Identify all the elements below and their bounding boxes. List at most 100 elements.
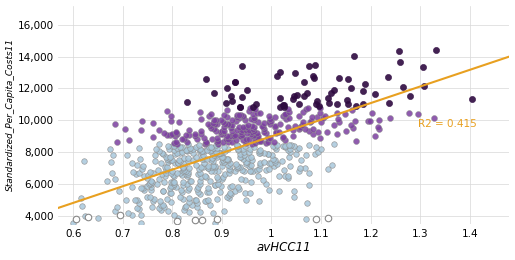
Point <box>272 73 281 77</box>
Point <box>213 217 221 221</box>
Point <box>295 169 303 173</box>
Point <box>192 155 200 159</box>
Point <box>196 182 204 186</box>
Point <box>181 161 189 165</box>
Point <box>301 107 310 111</box>
Point <box>224 137 232 141</box>
Point <box>255 151 263 155</box>
Point <box>148 180 157 185</box>
Point <box>155 177 163 181</box>
Point <box>281 138 289 142</box>
Point <box>276 105 284 109</box>
Point <box>248 124 256 128</box>
Point <box>278 159 286 164</box>
Point <box>236 152 244 157</box>
Point <box>311 62 319 67</box>
Point <box>128 185 136 190</box>
Point <box>161 165 169 170</box>
Point <box>285 164 294 168</box>
Point <box>213 175 221 179</box>
Point <box>177 188 185 192</box>
Point <box>231 133 239 138</box>
Point <box>167 171 176 175</box>
Point <box>201 140 210 144</box>
Point <box>102 179 111 184</box>
Point <box>330 88 338 93</box>
Point <box>284 110 293 114</box>
Point <box>191 198 199 202</box>
Point <box>174 216 182 220</box>
Point <box>218 177 226 181</box>
Point <box>235 187 243 191</box>
Point <box>296 125 304 129</box>
Point <box>295 146 303 150</box>
Point <box>237 130 245 134</box>
Point <box>199 152 207 157</box>
Point <box>333 111 341 115</box>
Point <box>219 160 228 164</box>
Point <box>163 109 171 113</box>
Point <box>163 157 171 161</box>
Point <box>271 160 279 164</box>
Point <box>250 118 258 122</box>
Point <box>202 140 211 145</box>
Point <box>249 112 257 116</box>
Point <box>158 151 166 155</box>
Point <box>197 149 205 153</box>
Point <box>289 195 298 199</box>
Point <box>281 113 289 117</box>
Point <box>260 151 268 155</box>
Point <box>170 182 179 186</box>
Point <box>217 118 225 122</box>
Point <box>147 185 155 189</box>
Point <box>254 174 262 178</box>
Point <box>233 166 241 170</box>
Point <box>174 161 182 165</box>
Point <box>275 174 283 178</box>
Point <box>156 199 164 203</box>
Point <box>166 200 175 205</box>
Point <box>210 153 218 157</box>
Point <box>187 179 195 183</box>
Point <box>183 100 191 104</box>
Point <box>251 107 260 111</box>
Point <box>167 180 175 184</box>
Point <box>123 153 131 158</box>
Point <box>324 216 333 220</box>
Point <box>212 143 220 147</box>
Point <box>288 134 297 138</box>
Point <box>298 123 306 127</box>
Point <box>228 128 236 133</box>
Point <box>162 167 170 172</box>
Point <box>218 140 227 144</box>
Point <box>134 200 143 205</box>
Point <box>158 172 166 176</box>
Point <box>209 164 217 168</box>
Point <box>179 183 187 187</box>
Point <box>202 140 211 145</box>
Point <box>273 162 281 166</box>
Point <box>260 121 268 125</box>
Point <box>69 221 77 225</box>
Point <box>159 189 167 193</box>
Point <box>207 126 215 130</box>
Point <box>173 132 181 136</box>
Point <box>183 173 192 178</box>
Point <box>218 164 226 168</box>
Y-axis label: Standardized_Per_Capita_Costs11: Standardized_Per_Capita_Costs11 <box>6 38 14 191</box>
Point <box>209 146 217 150</box>
Point <box>146 182 154 186</box>
Point <box>255 138 264 142</box>
Point <box>265 161 273 165</box>
Point <box>245 136 253 141</box>
Point <box>254 133 262 138</box>
Point <box>231 170 239 174</box>
Point <box>375 126 383 131</box>
Point <box>238 95 246 99</box>
Point <box>239 147 248 151</box>
Point <box>197 175 205 179</box>
Point <box>218 129 227 133</box>
Point <box>269 157 278 161</box>
Point <box>242 118 250 122</box>
Point <box>194 190 202 194</box>
